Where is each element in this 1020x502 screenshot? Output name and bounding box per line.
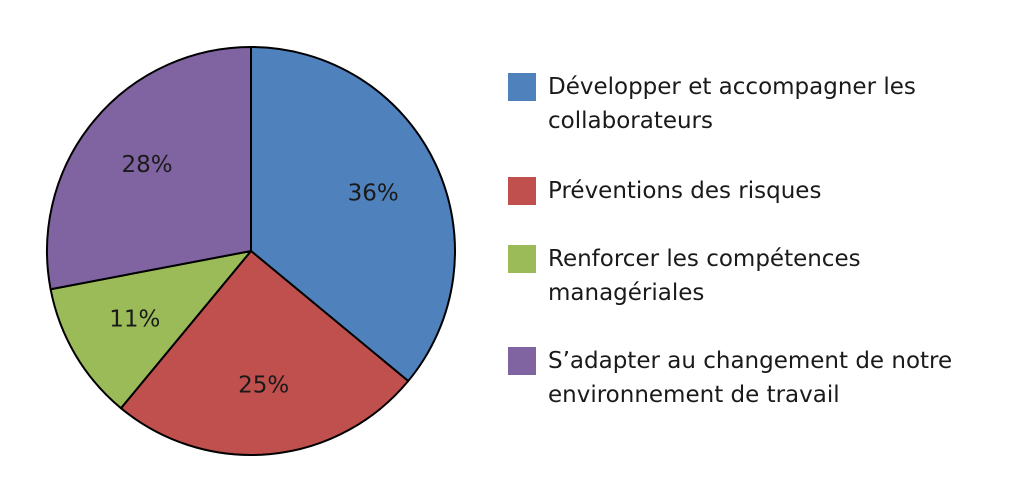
legend-label: Développer et accompagner les collaborat… — [548, 74, 916, 134]
legend-item-sadapter: S’adapter au changement de notre environ… — [508, 344, 958, 412]
pie-slice-label-3: 28% — [121, 152, 172, 178]
pie-chart-plot: 36% 25% 11% 28% — [46, 46, 456, 456]
legend-label: S’adapter au changement de notre environ… — [548, 348, 953, 408]
legend-label: Préventions des risques — [548, 178, 822, 204]
pie-slice-1 — [119, 250, 410, 456]
pie-slice-labels: 36% 25% 11% 28% — [109, 152, 399, 399]
pie-slice-0 — [250, 46, 456, 383]
pie-slice-label-2: 11% — [109, 307, 160, 333]
pie-slice-3 — [46, 46, 252, 291]
legend-item-preventions: Préventions des risques — [508, 174, 821, 208]
legend-swatch — [508, 177, 536, 205]
pie-slice-label-1: 25% — [238, 372, 289, 398]
pie-slices — [46, 46, 456, 456]
legend-label: Renforcer les compétences managériales — [548, 246, 861, 306]
legend-swatch — [508, 73, 536, 101]
legend-item-renforcer: Renforcer les compétences managériales — [508, 242, 958, 310]
legend-item-developper: Développer et accompagner les collaborat… — [508, 70, 958, 138]
pie-slice-label-0: 36% — [348, 181, 399, 207]
pie-slice-2 — [49, 250, 252, 410]
legend-swatch — [508, 347, 536, 375]
legend-swatch — [508, 245, 536, 273]
